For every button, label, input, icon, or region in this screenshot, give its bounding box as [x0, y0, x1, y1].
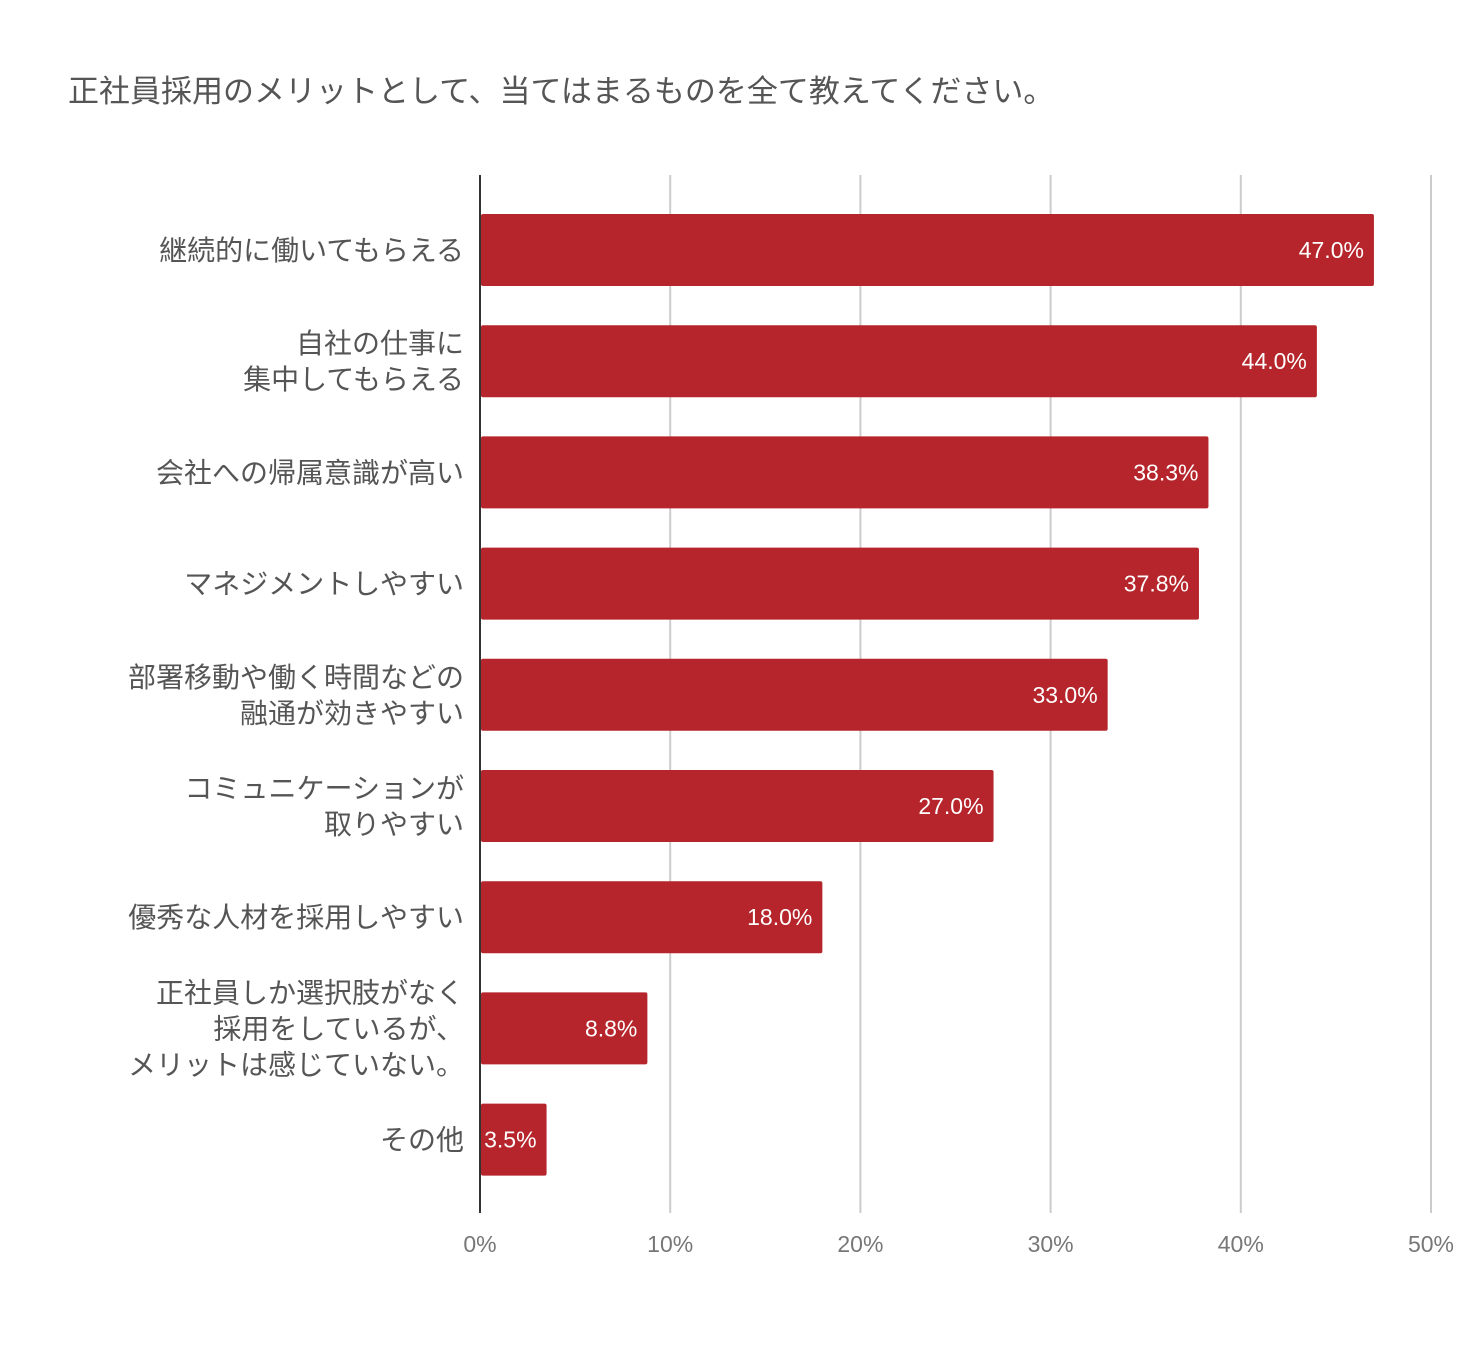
bar-value-label: 3.5%	[484, 1127, 536, 1153]
x-tick-label: 40%	[1218, 1231, 1264, 1257]
bar-value-label: 37.8%	[1124, 571, 1189, 597]
bar	[481, 214, 1374, 286]
category-label: 継続的に働いてもらえる	[159, 234, 464, 267]
category-label: 部署移動や働く時間などの	[128, 661, 464, 694]
x-tick-label: 50%	[1408, 1231, 1454, 1257]
bar-value-label: 27.0%	[918, 793, 983, 819]
bars	[481, 214, 1374, 1176]
bar	[481, 325, 1317, 398]
category-label: 取りやすい	[324, 808, 464, 841]
bar-value-label: 47.0%	[1299, 237, 1364, 263]
x-tick-label: 0%	[463, 1231, 496, 1257]
bar	[481, 881, 823, 954]
bar-value-label: 18.0%	[747, 904, 812, 930]
chart-title: 正社員採用のメリットとして、当てはまるものを全て教えてください。	[68, 74, 1055, 110]
bar	[481, 658, 1108, 731]
x-tick-label: 30%	[1028, 1231, 1074, 1257]
category-label: 集中してもらえる	[243, 363, 464, 396]
category-label: マネジメントしやすい	[184, 568, 464, 601]
category-label: 自社の仕事に	[296, 327, 464, 360]
category-label: 融通が効きやすい	[240, 697, 464, 730]
bar	[481, 547, 1199, 620]
bar	[481, 992, 648, 1065]
x-tick-label: 20%	[837, 1231, 883, 1257]
bar-value-label: 38.3%	[1133, 459, 1198, 485]
bar	[481, 770, 994, 842]
category-label: 会社への帰属意識が高い	[156, 456, 464, 489]
bar	[481, 1103, 547, 1176]
bar-value-label: 33.0%	[1032, 682, 1097, 708]
category-label: メリットは感じていない。	[128, 1048, 464, 1081]
x-tick-label: 10%	[647, 1231, 693, 1257]
category-label: コミュニケーションが	[185, 772, 464, 805]
category-label: 正社員しか選択肢がなく	[156, 976, 464, 1009]
bar	[481, 436, 1209, 509]
category-label: その他	[380, 1124, 464, 1157]
bar-value-label: 44.0%	[1242, 348, 1307, 374]
category-label: 優秀な人材を採用しやすい	[128, 901, 464, 934]
category-label: 採用をしているが、	[213, 1012, 464, 1045]
labels: 0% 10% 20% 30% 40% 50% 47.0% 継続的に働いてもらえる 44.0% 自社…	[128, 234, 1454, 1257]
bar-value-label: 8.8%	[585, 1015, 637, 1041]
